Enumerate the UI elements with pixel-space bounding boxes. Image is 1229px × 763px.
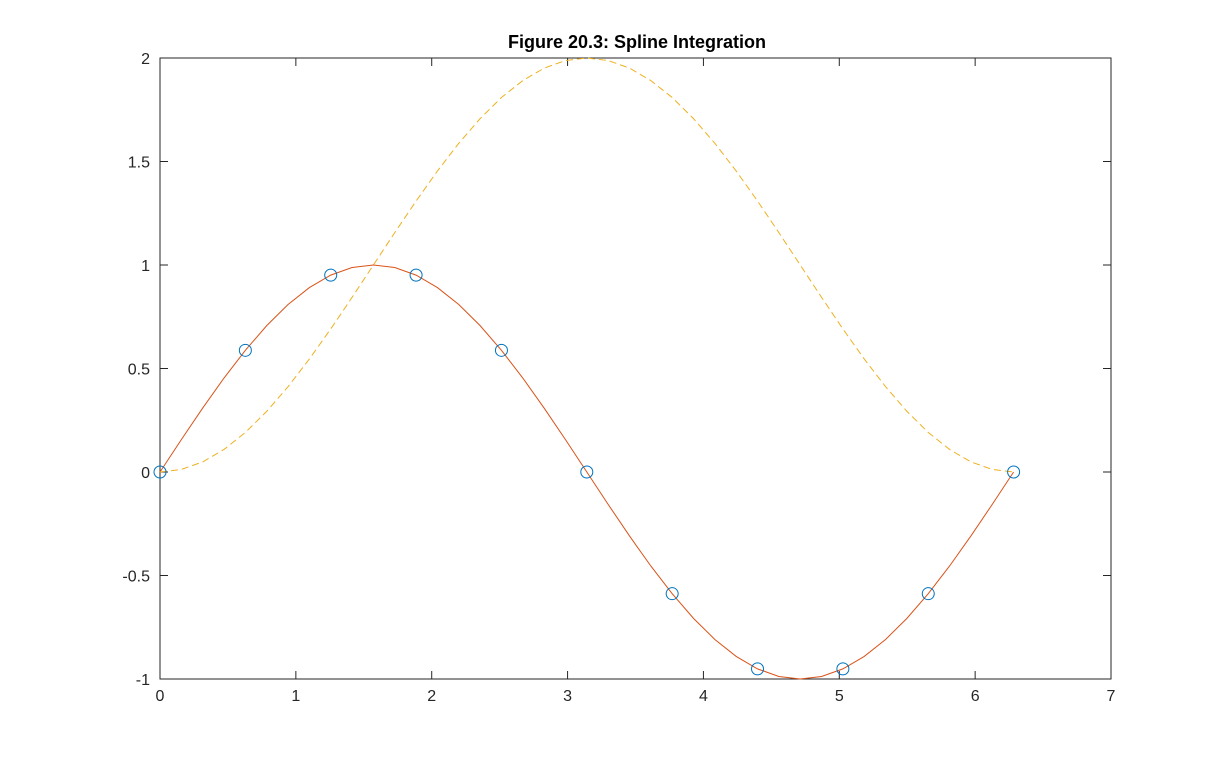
- x-tick-label: 5: [835, 688, 844, 705]
- x-tick-label: 4: [699, 688, 708, 705]
- y-tick-label: -1: [136, 672, 150, 689]
- axes: 0 1 2 3 4 5 6 7 -1 -0.5 0 0.5 1 1.5 2: [122, 51, 1115, 705]
- data-point-marker: [580, 465, 594, 479]
- x-tick-label: 6: [971, 688, 980, 705]
- y-tick-label: 1: [141, 258, 150, 275]
- solid-series-line: [159, 264, 1015, 680]
- y-tick-label: 0: [141, 465, 150, 482]
- data-point-marker: [409, 268, 423, 282]
- chart-title: Figure 20.3: Spline Integration: [508, 32, 766, 52]
- x-tick-label: 2: [427, 688, 436, 705]
- data-point-marker: [324, 268, 338, 282]
- y-tick-label: -0.5: [122, 569, 150, 586]
- y-tick-label: 1.5: [128, 155, 150, 172]
- plot-area: [153, 57, 1021, 680]
- x-tick-label: 0: [156, 688, 165, 705]
- x-tick-label: 7: [1107, 688, 1116, 705]
- dashed-series-line: [159, 57, 1014, 473]
- data-point-marker: [836, 662, 850, 676]
- data-point-marker: [665, 587, 679, 601]
- data-point-marker: [751, 662, 765, 676]
- data-point-marker: [153, 465, 167, 479]
- data-point-marker: [1007, 465, 1021, 479]
- data-point-marker: [238, 343, 252, 357]
- data-point-marker: [494, 343, 508, 357]
- data-point-marker: [921, 587, 935, 601]
- x-tick-label: 1: [291, 688, 300, 705]
- y-tick-label: 2: [141, 51, 150, 68]
- x-tick-label: 3: [563, 688, 572, 705]
- y-tick-label: 0.5: [128, 362, 150, 379]
